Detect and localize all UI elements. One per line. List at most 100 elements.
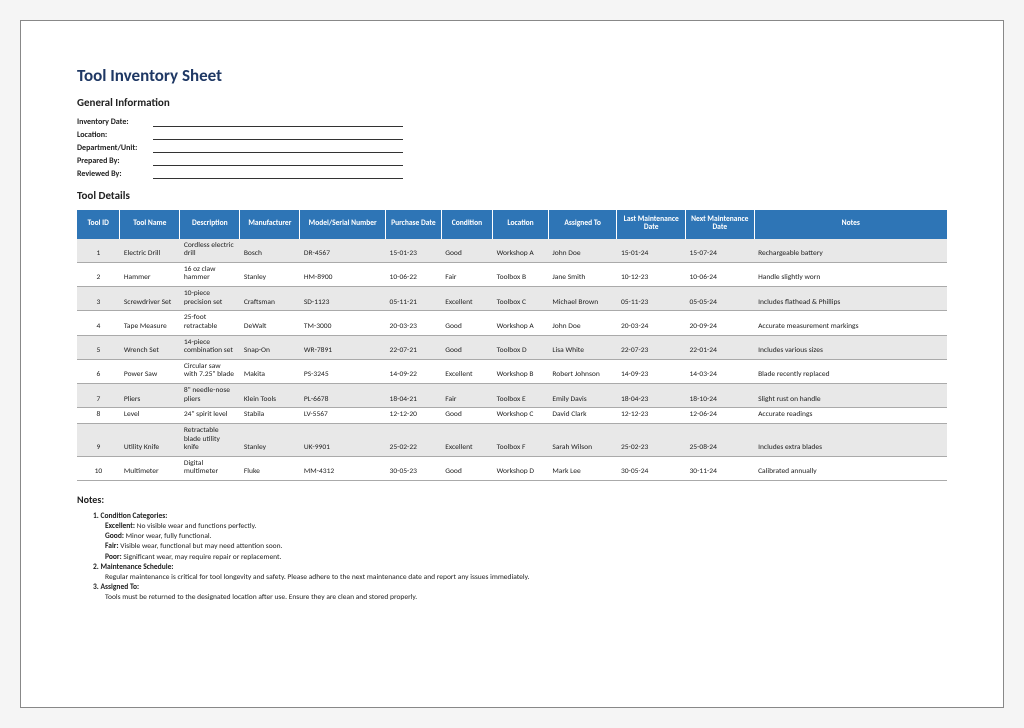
table-row: 6Power SawCircular saw with 7.25" bladeM… [77, 359, 947, 383]
table-cell: HM-8900 [300, 262, 386, 286]
table-cell: Handle slightly worn [754, 262, 947, 286]
table-cell: Fair [441, 262, 492, 286]
table-cell: 3 [77, 287, 120, 311]
note-2-title: 2. Maintenance Schedule: [93, 563, 947, 573]
column-header: Tool ID [77, 210, 120, 239]
table-cell: Workshop C [493, 408, 549, 424]
table-cell: Level [120, 408, 180, 424]
table-header-row: Tool IDTool NameDescriptionManufacturerM… [77, 210, 947, 239]
table-cell: Bosch [240, 239, 300, 263]
table-cell: Excellent [441, 287, 492, 311]
table-cell: Excellent [441, 359, 492, 383]
table-cell: Robert Johnson [548, 359, 617, 383]
table-cell: Toolbox E [493, 384, 549, 408]
column-header: Condition [441, 210, 492, 239]
column-header: Assigned To [548, 210, 617, 239]
table-cell: 22-01-24 [686, 335, 755, 359]
column-header: Notes [754, 210, 947, 239]
table-cell: 15-07-24 [686, 239, 755, 263]
note-1-good: Good: Minor wear, fully functional. [93, 532, 947, 542]
note-1-poor: Poor: Significant wear, may require repa… [93, 553, 947, 563]
column-header: Last Maintenance Date [617, 210, 686, 239]
table-cell: 8 [77, 408, 120, 424]
table-cell: TM-3000 [300, 311, 386, 335]
table-cell: 25-08-24 [686, 423, 755, 456]
table-cell: 05-11-21 [386, 287, 442, 311]
table-cell: DeWalt [240, 311, 300, 335]
table-cell: Michael Brown [548, 287, 617, 311]
table-cell: 25-foot retractable [180, 311, 240, 335]
page-title: Tool Inventory Sheet [77, 65, 947, 86]
column-header: Description [180, 210, 240, 239]
table-cell: 18-10-24 [686, 384, 755, 408]
label-department: Department/Unit: [77, 143, 153, 153]
table-cell: 20-09-24 [686, 311, 755, 335]
table-cell: 10-06-24 [686, 262, 755, 286]
note-1-title: 1. Condition Categories: [93, 512, 947, 522]
column-header: Model/Serial Number [300, 210, 386, 239]
table-cell: Snap-On [240, 335, 300, 359]
general-info-block: Inventory Date: Location: Department/Uni… [77, 117, 947, 179]
table-cell: LV-5567 [300, 408, 386, 424]
table-cell: 2 [77, 262, 120, 286]
table-cell: Circular saw with 7.25" blade [180, 359, 240, 383]
table-cell: Good [441, 311, 492, 335]
table-cell: 7 [77, 384, 120, 408]
table-cell: SD-1123 [300, 287, 386, 311]
label-location: Location: [77, 130, 153, 140]
table-cell: 14-03-24 [686, 359, 755, 383]
table-cell: 10-12-23 [617, 262, 686, 286]
table-cell: 10 [77, 456, 120, 480]
table-cell: Toolbox C [493, 287, 549, 311]
table-cell: Hammer [120, 262, 180, 286]
table-cell: 14-09-23 [617, 359, 686, 383]
section-tool-details: Tool Details [77, 189, 947, 202]
table-cell: Multimeter [120, 456, 180, 480]
field-inventory-date[interactable] [153, 117, 403, 127]
table-cell: Excellent [441, 423, 492, 456]
table-cell: Workshop A [493, 239, 549, 263]
table-cell: 18-04-21 [386, 384, 442, 408]
field-reviewed-by[interactable] [153, 169, 403, 179]
tool-details-table: Tool IDTool NameDescriptionManufacturerM… [77, 210, 947, 481]
note-1-fair: Fair: Visible wear, functional but may n… [93, 542, 947, 552]
column-header: Manufacturer [240, 210, 300, 239]
table-cell: 12-12-23 [617, 408, 686, 424]
table-cell: Emily Davis [548, 384, 617, 408]
table-cell: Sarah Wilson [548, 423, 617, 456]
table-cell: 05-05-24 [686, 287, 755, 311]
table-cell: 14-09-22 [386, 359, 442, 383]
table-cell: Digital multimeter [180, 456, 240, 480]
info-row-date: Inventory Date: [77, 117, 947, 127]
field-location[interactable] [153, 130, 403, 140]
table-cell: Good [441, 456, 492, 480]
table-cell: 5 [77, 335, 120, 359]
table-cell: Workshop B [493, 359, 549, 383]
table-cell: Craftsman [240, 287, 300, 311]
note-2-body: Regular maintenance is critical for tool… [93, 573, 947, 583]
table-cell: 30-11-24 [686, 456, 755, 480]
table-cell: 10-piece precision set [180, 287, 240, 311]
table-row: 5Wrench Set14-piece combination setSnap-… [77, 335, 947, 359]
table-cell: David Clark [548, 408, 617, 424]
table-cell: Includes extra blades [754, 423, 947, 456]
info-row-reviewed-by: Reviewed By: [77, 169, 947, 179]
table-cell: 20-03-24 [617, 311, 686, 335]
table-cell: Good [441, 335, 492, 359]
table-cell: Blade recently replaced [754, 359, 947, 383]
field-department[interactable] [153, 143, 403, 153]
field-prepared-by[interactable] [153, 156, 403, 166]
table-row: 1Electric DrillCordless electric drillBo… [77, 239, 947, 263]
table-cell: Workshop D [493, 456, 549, 480]
table-cell: 1 [77, 239, 120, 263]
table-cell: UK-9901 [300, 423, 386, 456]
note-3-body: Tools must be returned to the designated… [93, 593, 947, 603]
table-cell: Slight rust on handle [754, 384, 947, 408]
table-cell: Good [441, 239, 492, 263]
note-1-excellent: Excellent: No visible wear and functions… [93, 522, 947, 532]
info-row-prepared-by: Prepared By: [77, 156, 947, 166]
table-cell: WR-7891 [300, 335, 386, 359]
label-prepared-by: Prepared By: [77, 156, 153, 166]
table-cell: 12-12-20 [386, 408, 442, 424]
table-cell: 4 [77, 311, 120, 335]
